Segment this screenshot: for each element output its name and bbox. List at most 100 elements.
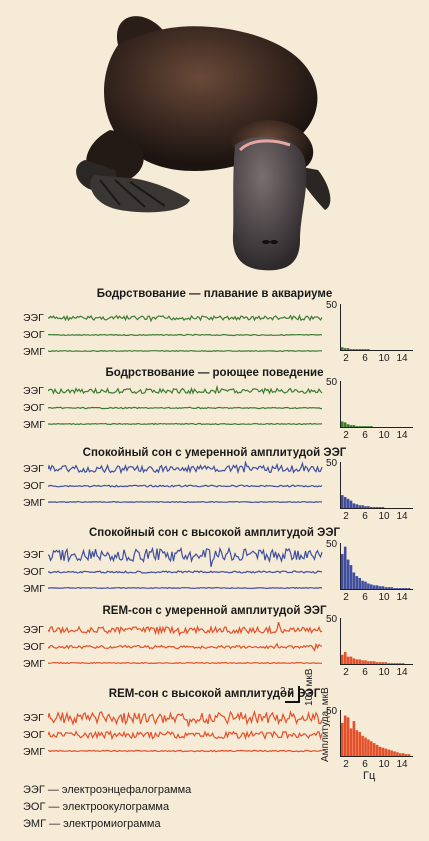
spectrum-bar xyxy=(401,753,405,756)
spectrum-bar xyxy=(375,585,379,589)
panel-title: Бодрствование — плавание в аквариуме xyxy=(96,288,333,300)
spectrum-bar xyxy=(378,507,382,508)
eog-trace xyxy=(48,642,323,652)
spectrum-bar xyxy=(387,587,390,589)
spectrum-bar xyxy=(341,347,344,350)
spectrum-bar xyxy=(343,422,347,427)
spectrum-max-label: 50 xyxy=(326,614,338,625)
spectrum-bar xyxy=(370,741,373,756)
channel-label: ЭОГ xyxy=(23,329,45,341)
spectrum-bar xyxy=(387,749,390,756)
emg-trace xyxy=(48,422,323,426)
signal-traces xyxy=(48,384,323,426)
spectrum-axes xyxy=(340,543,413,590)
signal-traces xyxy=(48,710,323,753)
emg-trace xyxy=(48,586,323,590)
spectrum-max-label: 50 xyxy=(326,300,338,311)
spectrum-bar xyxy=(364,737,367,756)
spectrum-bar xyxy=(355,504,359,508)
spectrum-bar xyxy=(364,660,367,664)
tick-label: 6 xyxy=(362,759,368,770)
spectrum-max-label: 50 xyxy=(326,706,338,717)
spectrum-axes xyxy=(340,618,413,665)
spectrum-bar xyxy=(393,663,396,664)
spectrum-bar xyxy=(370,584,373,589)
spectrum-bar xyxy=(381,507,385,508)
spectrum-x-label: Гц xyxy=(363,770,376,782)
spectrum-max-label: 50 xyxy=(326,539,338,550)
spectrum-bar xyxy=(390,587,393,589)
panel-title: REM-сон с высокой амплитудой ЭЭГ xyxy=(108,688,321,700)
channel-label: ЭЭГ xyxy=(23,712,44,724)
spectrum-bar xyxy=(407,588,411,589)
spectrum-max-label: 50 xyxy=(326,458,338,469)
tick-label: 6 xyxy=(362,511,368,522)
spectrum-bar xyxy=(393,751,396,756)
tick-label: 14 xyxy=(396,430,408,441)
spectrum-bar xyxy=(358,577,361,589)
emg-trace xyxy=(48,349,323,353)
panel-title: REM-сон с умеренной амплитудой ЭЭГ xyxy=(102,605,327,617)
spectrum-bar xyxy=(361,580,364,589)
tick-label: 10 xyxy=(378,667,390,678)
channel-label: ЭОГ xyxy=(23,566,45,578)
spectrum-axes xyxy=(340,462,413,509)
channel-label: ЭМГ xyxy=(23,746,45,758)
eeg-trace xyxy=(48,461,323,475)
eeg-trace xyxy=(48,710,323,727)
spectrum-bar xyxy=(352,721,356,756)
spectrum-bar xyxy=(387,663,390,664)
spectrum-bar xyxy=(378,746,382,756)
channel-label: ЭМГ xyxy=(23,583,45,595)
spectrum-bar xyxy=(358,505,361,508)
spectrum-bar xyxy=(352,658,356,664)
spectrum-bar xyxy=(361,660,364,664)
channel-label: ЭОГ xyxy=(23,480,45,492)
spectrum-bar xyxy=(399,663,402,664)
channel-label: ЭОГ xyxy=(23,641,45,653)
platypus-illustration xyxy=(76,16,331,271)
eeg-trace xyxy=(48,547,323,567)
tick-label: 2 xyxy=(343,353,349,364)
spectrum-bars xyxy=(341,495,385,508)
spectrum-bar xyxy=(384,748,388,756)
eog-trace xyxy=(48,570,323,574)
eeg-trace xyxy=(48,314,323,323)
signal-traces xyxy=(48,461,323,504)
spectrum-bar xyxy=(361,349,364,350)
spectrum-bar xyxy=(401,588,405,589)
spectrum-bar xyxy=(367,583,370,589)
spectrum-bar xyxy=(346,348,350,350)
spectrum-bars xyxy=(341,652,405,664)
spectrum-bar xyxy=(381,662,385,664)
spectrum-bar xyxy=(349,565,353,589)
spectrum-bar xyxy=(343,348,347,350)
spectrum-bar xyxy=(372,743,376,756)
spectrum-bars xyxy=(341,715,411,756)
spectrum-bar xyxy=(375,507,379,508)
spectrum-y-label: Амплитуда, мкВ xyxy=(320,687,331,762)
spectrum-bar xyxy=(343,496,347,508)
time-scale-label: 2 с xyxy=(280,686,294,697)
channel-label: ЭМГ xyxy=(23,658,45,670)
spectrum-bar xyxy=(367,506,370,508)
spectrum-bar xyxy=(375,744,379,756)
spectrum-bar xyxy=(399,753,402,756)
spectrum-bar xyxy=(372,661,376,664)
spectrum-bar xyxy=(355,730,359,756)
channel-label: ЭЭГ xyxy=(23,624,44,636)
spectrum-bar xyxy=(390,663,393,664)
spectrum-bar xyxy=(364,426,367,427)
spectrum-bar xyxy=(355,659,359,664)
signal-traces xyxy=(48,547,323,590)
spectrum-bar xyxy=(361,426,364,427)
spectrum-bar xyxy=(341,554,344,589)
amplitude-scale-label: 100 мкВ xyxy=(304,668,315,706)
scale-bar xyxy=(285,686,300,703)
channel-label: ЭЭГ xyxy=(23,385,44,397)
signal-traces xyxy=(48,622,323,665)
panel-title: Спокойный сон с высокой амплитудой ЭЭГ xyxy=(88,527,341,539)
spectrum-bar xyxy=(349,349,353,350)
spectrum-bar xyxy=(349,728,353,756)
spectrum-bar xyxy=(399,588,402,589)
